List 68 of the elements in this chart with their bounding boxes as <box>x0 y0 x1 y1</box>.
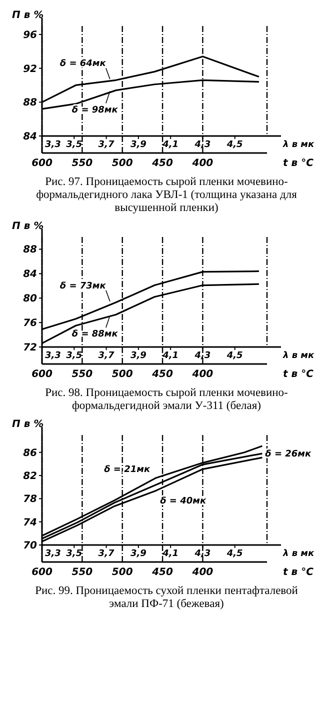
x-tick-label: 4,3 <box>194 140 211 150</box>
y-tick-label: 92 <box>23 64 38 75</box>
x-tick-label: 4,1 <box>162 140 179 150</box>
series-label: δ = 64мк <box>60 59 107 70</box>
x2-axis-title: t в °C <box>283 567 314 578</box>
x2-tick-label: 400 <box>191 567 214 578</box>
y-tick-label: 80 <box>23 294 38 305</box>
x2-tick-label: 400 <box>191 158 214 169</box>
y-tick-label: 84 <box>23 132 38 142</box>
y-tick-label: 88 <box>23 244 38 256</box>
x2-tick-label: 500 <box>112 567 133 578</box>
y-tick-label: 78 <box>23 494 38 506</box>
text: Рис. 97. Проницаемость сырой пленки мочевино-формальдегидного лака УВЛ-1 (толщина указана для высушенной пленки) <box>35 176 298 215</box>
x-tick-label: 4,3 <box>194 351 211 361</box>
x2-tick-label: 400 <box>191 369 214 380</box>
x-tick-label: 3,9 <box>130 140 146 150</box>
legend-label: δ = 88мк <box>72 330 119 340</box>
x2-tick-label: 500 <box>112 158 133 169</box>
x-tick-label: 3,3 <box>45 351 61 361</box>
x-tick-label: 3,5 <box>66 549 82 559</box>
x-axis-title: λ в мк <box>282 351 316 361</box>
x-tick-label: 3,5 <box>66 351 82 361</box>
x2-tick-label: 550 <box>72 369 93 380</box>
x-tick-label: 3,7 <box>98 140 115 150</box>
x2-tick-label: 450 <box>151 158 174 169</box>
y-tick-label: 84 <box>23 269 38 280</box>
y-tick-label: 76 <box>23 318 38 330</box>
text: Рис. 99. Проницаемость сухой пленки пентафталевой эмали ПФ-71 (бежевая) <box>34 585 299 611</box>
x2-tick-label: 600 <box>32 158 52 169</box>
x-tick-label: 3,7 <box>98 351 115 361</box>
series-label: δ = 26мк <box>265 450 312 460</box>
x-tick-label: 4,5 <box>226 351 243 361</box>
x2-tick-label: 550 <box>72 567 93 578</box>
x-axis-title: λ в мк <box>282 140 316 150</box>
x-tick-label: 4,5 <box>226 140 243 150</box>
x-axis-title: λ в мк <box>282 549 316 559</box>
x-tick-label: 3,7 <box>98 549 115 559</box>
y-axis-title: П в % <box>12 10 44 21</box>
x2-tick-label: 450 <box>151 369 174 380</box>
y-axis-title: П в % <box>12 419 44 430</box>
x2-tick-label: 600 <box>32 369 52 380</box>
y-axis-title: П в % <box>12 221 44 232</box>
series-label: δ = 21мк <box>104 464 151 475</box>
x2-axis-title: t в °C <box>283 158 314 169</box>
x-tick-label: 3,5 <box>66 140 82 150</box>
legend-label: δ = 98мк <box>72 105 119 116</box>
y-tick-label: 88 <box>23 98 38 109</box>
y-tick-label: 96 <box>23 30 38 41</box>
x-tick-label: 3,3 <box>45 549 61 559</box>
x-tick-label: 4,5 <box>226 549 243 559</box>
y-tick-label: 82 <box>23 471 38 482</box>
x-tick-label: 3,9 <box>130 351 146 361</box>
y-tick-label: 72 <box>23 342 38 354</box>
x-tick-label: 4,1 <box>162 351 179 361</box>
y-tick-label: 74 <box>23 517 38 528</box>
x2-tick-label: 450 <box>151 567 174 578</box>
y-tick-label: 70 <box>23 540 38 552</box>
x-tick-label: 4,3 <box>194 549 211 559</box>
text: Рис. 98. Проницаемость сырой пленки мочевино-формальдегидной эмали У-311 (белая) <box>44 387 289 413</box>
x2-axis-title: t в °C <box>283 369 314 380</box>
x2-tick-label: 500 <box>112 369 133 380</box>
x-tick-label: 3,3 <box>45 140 61 150</box>
x-tick-label: 4,1 <box>162 549 179 559</box>
series-label: δ = 73мк <box>60 281 107 292</box>
x-tick-label: 3,9 <box>130 549 146 559</box>
x2-tick-label: 550 <box>72 158 93 169</box>
y-tick-label: 86 <box>23 448 38 459</box>
x2-tick-label: 600 <box>32 567 52 578</box>
